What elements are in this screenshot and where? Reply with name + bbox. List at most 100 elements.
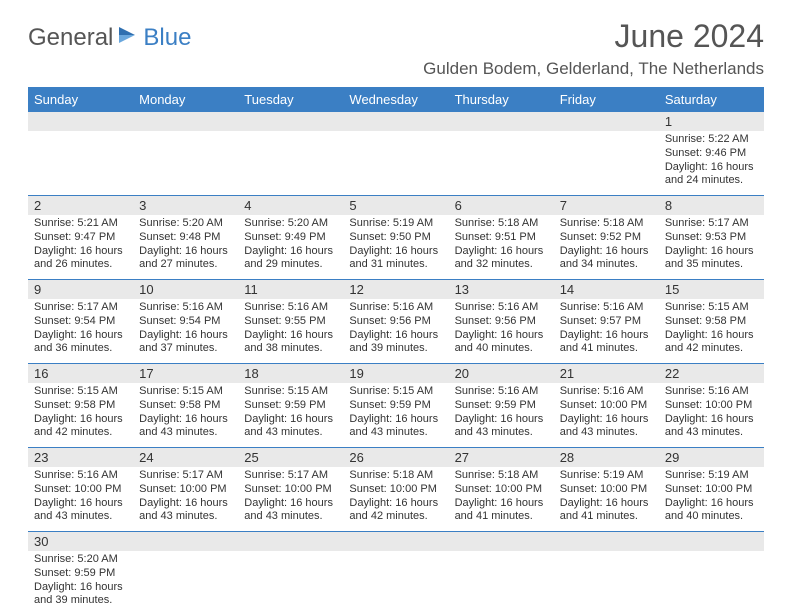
daylight-line-2: and 27 minutes. (139, 258, 232, 272)
sunset-line: Sunset: 10:00 PM (244, 483, 337, 497)
daylight-line-2: and 37 minutes. (139, 342, 232, 356)
calendar-day: Sunrise: 5:15 AMSunset: 9:58 PMDaylight:… (133, 383, 238, 447)
daylight-line-2: and 41 minutes. (560, 342, 653, 356)
sunset-line: Sunset: 9:51 PM (455, 231, 548, 245)
daylight-line-1: Daylight: 16 hours (244, 497, 337, 511)
sunset-line: Sunset: 9:59 PM (244, 399, 337, 413)
calendar-week: 16171819202122Sunrise: 5:15 AMSunset: 9:… (28, 364, 764, 448)
sunset-line: Sunset: 10:00 PM (665, 399, 758, 413)
sunrise-line: Sunrise: 5:18 AM (455, 469, 548, 483)
daylight-line-1: Daylight: 16 hours (560, 497, 653, 511)
daylight-line-2: and 31 minutes. (349, 258, 442, 272)
day-number: 25 (238, 448, 343, 467)
calendar-day-empty (343, 551, 448, 615)
calendar-body: 1Sunrise: 5:22 AMSunset: 9:46 PMDaylight… (28, 112, 764, 615)
daylight-line-1: Daylight: 16 hours (560, 245, 653, 259)
day-number: 3 (133, 196, 238, 215)
daylight-line-1: Daylight: 16 hours (34, 497, 127, 511)
calendar-day: Sunrise: 5:16 AMSunset: 9:54 PMDaylight:… (133, 299, 238, 363)
sunrise-line: Sunrise: 5:16 AM (665, 385, 758, 399)
calendar-day: Sunrise: 5:18 AMSunset: 9:52 PMDaylight:… (554, 215, 659, 279)
sunrise-line: Sunrise: 5:16 AM (349, 301, 442, 315)
daylight-line-1: Daylight: 16 hours (560, 413, 653, 427)
sunset-line: Sunset: 9:56 PM (455, 315, 548, 329)
daylight-line-2: and 35 minutes. (665, 258, 758, 272)
day-number-empty (449, 532, 554, 551)
day-number: 4 (238, 196, 343, 215)
sunrise-line: Sunrise: 5:18 AM (560, 217, 653, 231)
weekday-header: Thursday (449, 87, 554, 112)
header: GeneralBlue June 2024 Gulden Bodem, Geld… (28, 18, 764, 79)
sunrise-line: Sunrise: 5:19 AM (665, 469, 758, 483)
day-info-row: Sunrise: 5:22 AMSunset: 9:46 PMDaylight:… (28, 131, 764, 195)
sunrise-line: Sunrise: 5:18 AM (349, 469, 442, 483)
sunset-line: Sunset: 10:00 PM (349, 483, 442, 497)
daylight-line-1: Daylight: 16 hours (665, 161, 758, 175)
sunrise-line: Sunrise: 5:22 AM (665, 133, 758, 147)
sunrise-line: Sunrise: 5:16 AM (139, 301, 232, 315)
sunset-line: Sunset: 9:56 PM (349, 315, 442, 329)
sunset-line: Sunset: 9:53 PM (665, 231, 758, 245)
brand-logo: GeneralBlue (28, 24, 191, 52)
day-number: 27 (449, 448, 554, 467)
calendar-day: Sunrise: 5:19 AMSunset: 9:50 PMDaylight:… (343, 215, 448, 279)
sunrise-line: Sunrise: 5:19 AM (560, 469, 653, 483)
location-subtitle: Gulden Bodem, Gelderland, The Netherland… (423, 59, 764, 79)
sunrise-line: Sunrise: 5:16 AM (455, 301, 548, 315)
daylight-line-2: and 43 minutes. (244, 426, 337, 440)
daylight-line-1: Daylight: 16 hours (349, 329, 442, 343)
day-number-empty (343, 112, 448, 131)
calendar-day: Sunrise: 5:15 AMSunset: 9:59 PMDaylight:… (343, 383, 448, 447)
daylight-line-2: and 43 minutes. (560, 426, 653, 440)
day-number: 15 (659, 280, 764, 299)
daylight-line-1: Daylight: 16 hours (665, 497, 758, 511)
daylight-line-2: and 42 minutes. (34, 426, 127, 440)
calendar-day-empty (554, 131, 659, 195)
day-number: 7 (554, 196, 659, 215)
calendar-day-empty (133, 551, 238, 615)
calendar-day: Sunrise: 5:15 AMSunset: 9:59 PMDaylight:… (238, 383, 343, 447)
calendar-day: Sunrise: 5:18 AMSunset: 10:00 PMDaylight… (449, 467, 554, 531)
calendar-day-empty (449, 551, 554, 615)
daylight-line-2: and 43 minutes. (139, 510, 232, 524)
daynum-row: 2345678 (28, 196, 764, 215)
day-number-empty (449, 112, 554, 131)
calendar-day-empty (554, 551, 659, 615)
daylight-line-2: and 38 minutes. (244, 342, 337, 356)
daylight-line-2: and 36 minutes. (34, 342, 127, 356)
daylight-line-1: Daylight: 16 hours (349, 245, 442, 259)
sunset-line: Sunset: 10:00 PM (455, 483, 548, 497)
calendar-day: Sunrise: 5:17 AMSunset: 10:00 PMDaylight… (133, 467, 238, 531)
sunset-line: Sunset: 10:00 PM (139, 483, 232, 497)
day-number-empty (133, 532, 238, 551)
sunrise-line: Sunrise: 5:18 AM (455, 217, 548, 231)
sunset-line: Sunset: 9:55 PM (244, 315, 337, 329)
sunset-line: Sunset: 9:49 PM (244, 231, 337, 245)
weekday-header: Sunday (28, 87, 133, 112)
daylight-line-2: and 43 minutes. (455, 426, 548, 440)
daynum-row: 16171819202122 (28, 364, 764, 383)
day-number: 18 (238, 364, 343, 383)
day-number: 20 (449, 364, 554, 383)
sunrise-line: Sunrise: 5:15 AM (139, 385, 232, 399)
day-number: 1 (659, 112, 764, 131)
sunrise-line: Sunrise: 5:20 AM (34, 553, 127, 567)
sunrise-line: Sunrise: 5:15 AM (34, 385, 127, 399)
sunset-line: Sunset: 9:48 PM (139, 231, 232, 245)
daylight-line-2: and 43 minutes. (349, 426, 442, 440)
calendar-day: Sunrise: 5:20 AMSunset: 9:49 PMDaylight:… (238, 215, 343, 279)
day-number: 24 (133, 448, 238, 467)
sunrise-line: Sunrise: 5:15 AM (244, 385, 337, 399)
sunrise-line: Sunrise: 5:20 AM (244, 217, 337, 231)
daylight-line-1: Daylight: 16 hours (34, 581, 127, 595)
day-number: 11 (238, 280, 343, 299)
day-info-row: Sunrise: 5:16 AMSunset: 10:00 PMDaylight… (28, 467, 764, 531)
daynum-row: 30 (28, 532, 764, 551)
daylight-line-2: and 41 minutes. (455, 510, 548, 524)
daynum-row: 1 (28, 112, 764, 131)
calendar-day: Sunrise: 5:18 AMSunset: 9:51 PMDaylight:… (449, 215, 554, 279)
calendar-day: Sunrise: 5:16 AMSunset: 9:56 PMDaylight:… (343, 299, 448, 363)
calendar-day-empty (659, 551, 764, 615)
calendar-day: Sunrise: 5:16 AMSunset: 9:57 PMDaylight:… (554, 299, 659, 363)
day-number: 21 (554, 364, 659, 383)
